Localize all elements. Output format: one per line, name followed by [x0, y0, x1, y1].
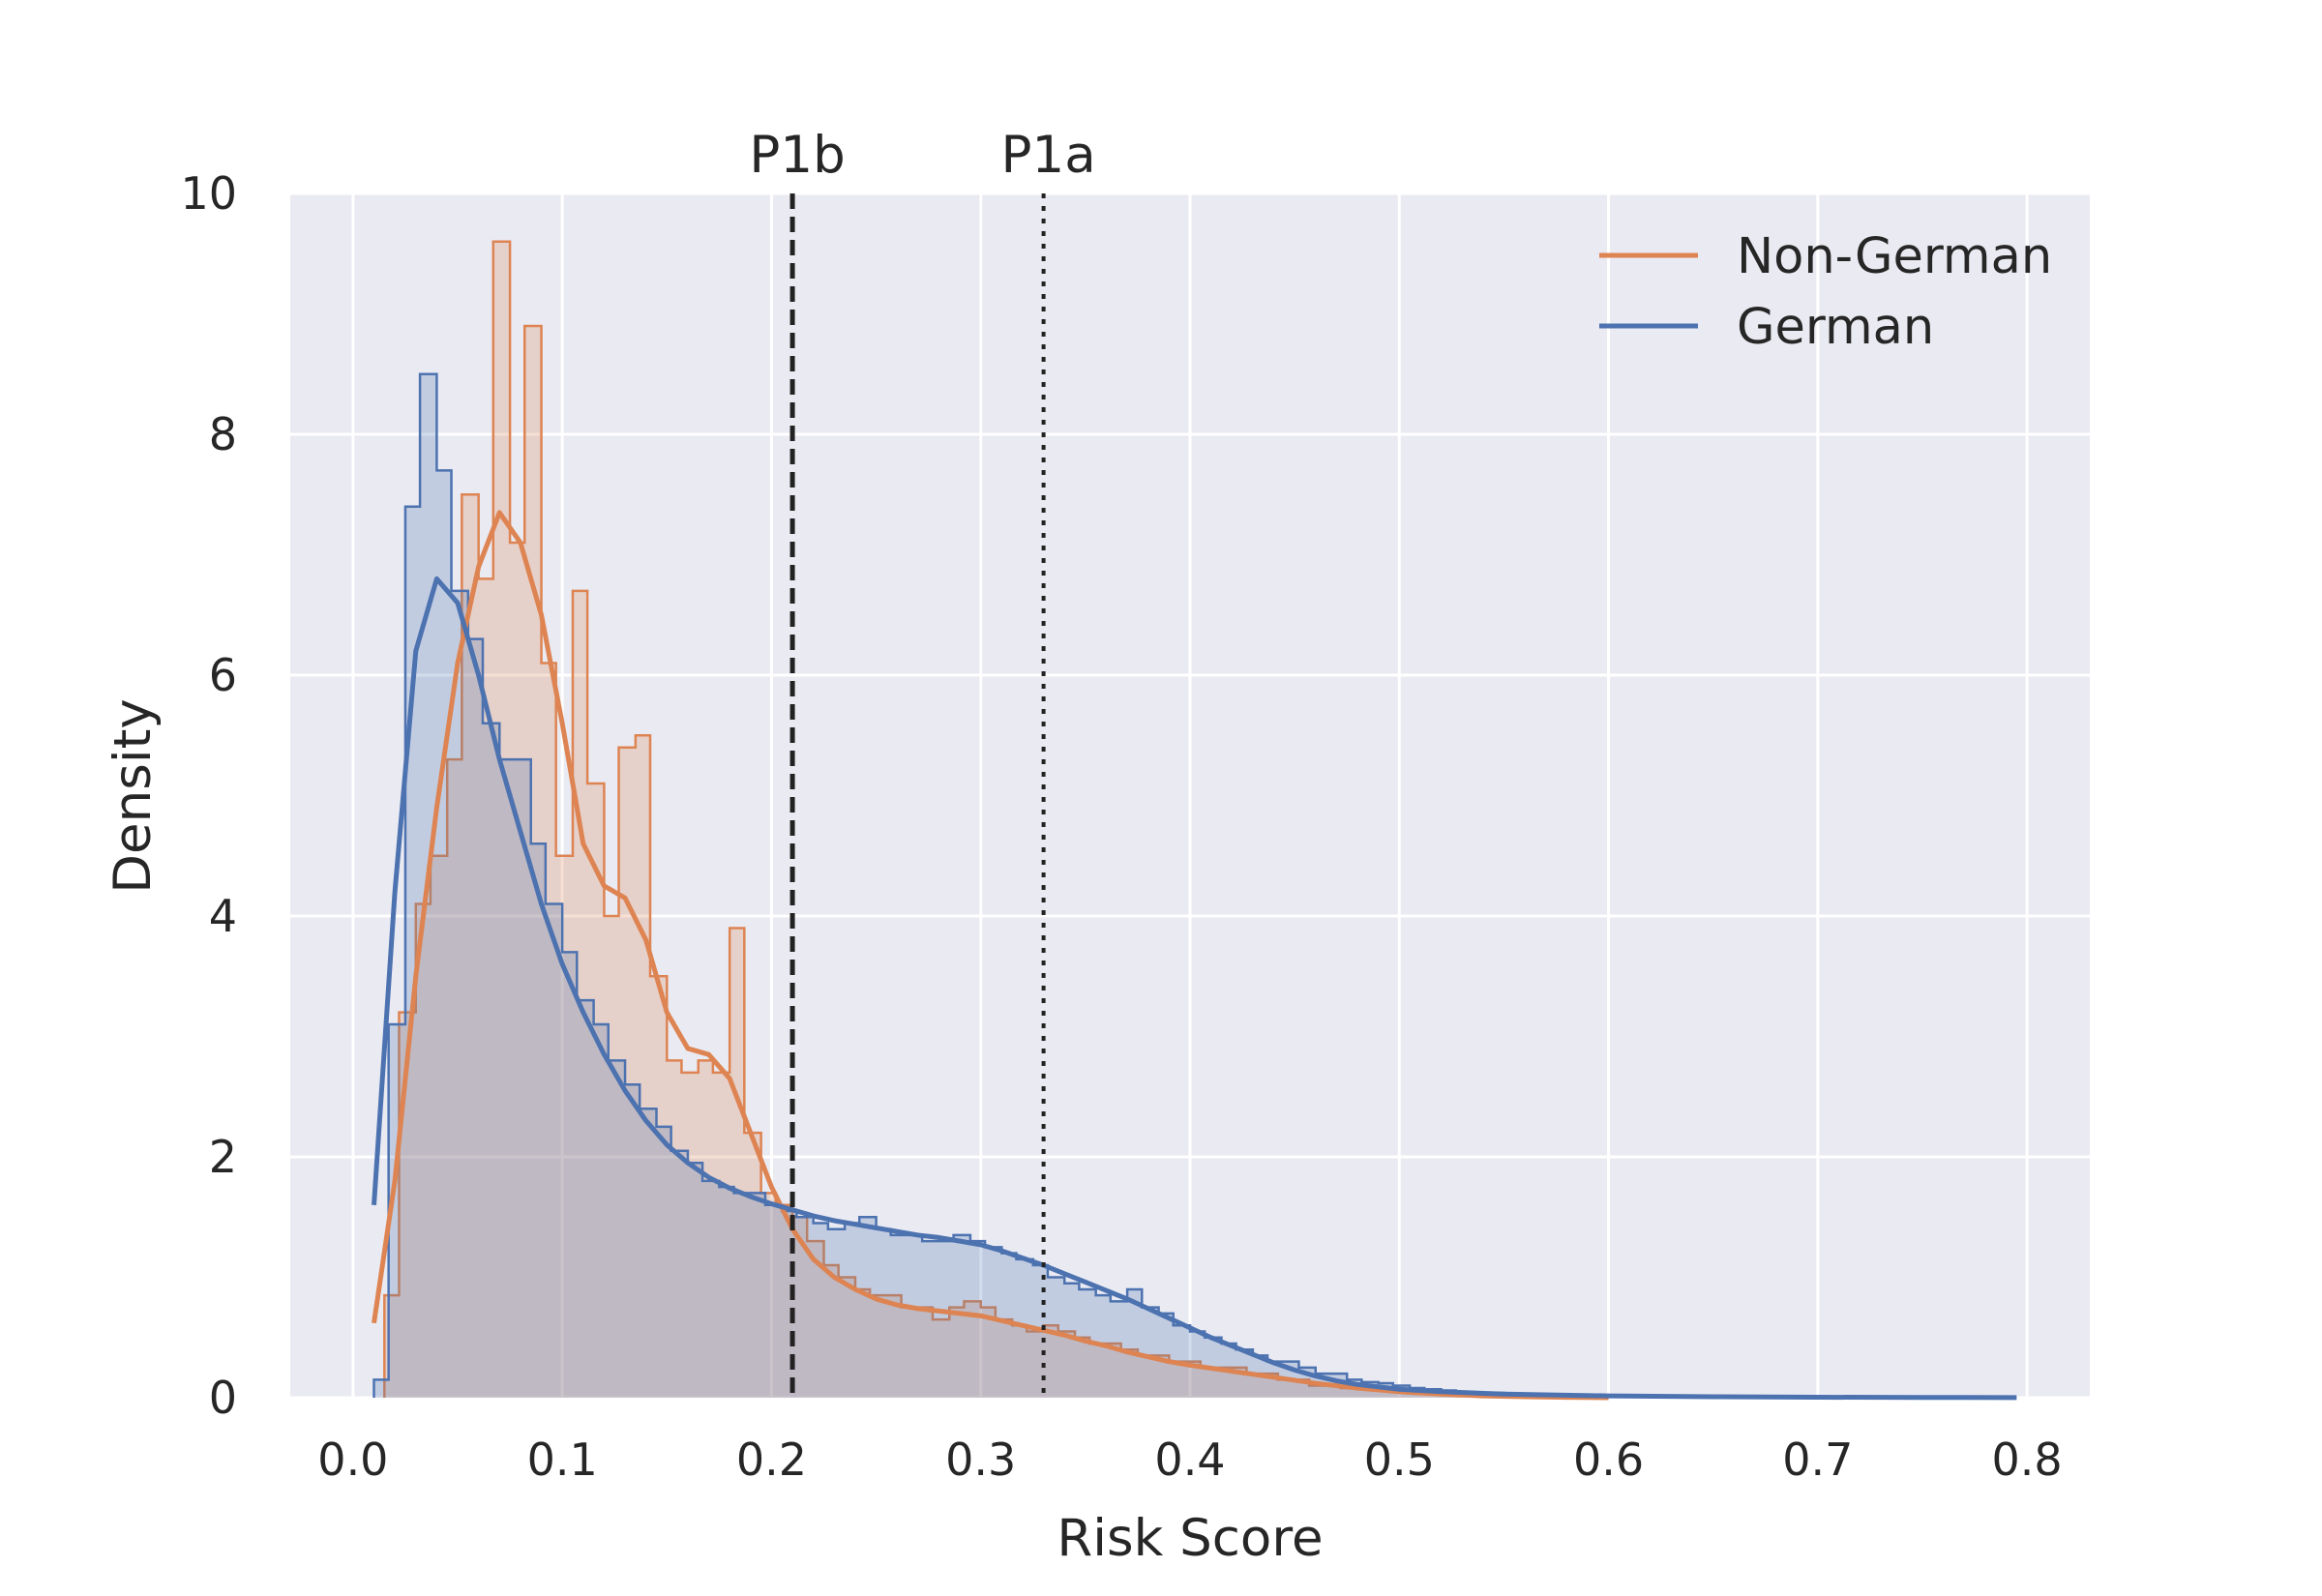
x-tick-label: 0.7 [1782, 1433, 1853, 1486]
hist-outline-german [372, 372, 2017, 1400]
legend: Non-German German [1599, 228, 2052, 356]
y-tick-label: 8 [209, 408, 237, 460]
y-tick-label: 4 [209, 890, 237, 942]
hist-fill-non-german [384, 241, 1546, 1398]
y-tick-label: 0 [209, 1372, 237, 1424]
reference-lines: P1b P1a [749, 126, 1096, 1398]
kde-layer [372, 510, 2017, 1401]
x-tick-label: 0.4 [1154, 1433, 1225, 1486]
x-tick-label: 0.3 [945, 1433, 1016, 1486]
legend-label-non-german: Non-German [1737, 228, 2052, 285]
x-tick-label: 0.6 [1573, 1433, 1644, 1486]
x-tick-label: 0.1 [527, 1433, 598, 1486]
y-tick-labels: 0 2 4 6 8 10 [180, 167, 237, 1424]
y-tick-label: 10 [180, 167, 237, 220]
x-axis-title: Risk Score [1057, 1509, 1323, 1568]
x-tick-label: 0.2 [736, 1433, 807, 1486]
vline-label-p1b: P1b [749, 126, 845, 185]
y-tick-label: 2 [209, 1131, 237, 1183]
x-tick-label: 0.8 [1992, 1433, 2063, 1486]
kde-line-non-german [372, 510, 1609, 1401]
y-tick-label: 6 [209, 649, 237, 701]
x-tick-labels: 0.0 0.1 0.2 0.3 0.4 0.5 0.6 0.7 0.8 [317, 1433, 2062, 1486]
vline-label-p1a: P1a [1001, 126, 1096, 185]
hist-fill-german [373, 373, 2017, 1398]
y-axis-title: Density [104, 698, 163, 894]
kde-line-german [372, 576, 2017, 1401]
legend-label-german: German [1737, 299, 1934, 356]
x-tick-label: 0.5 [1364, 1433, 1435, 1486]
x-tick-label: 0.0 [317, 1433, 388, 1486]
